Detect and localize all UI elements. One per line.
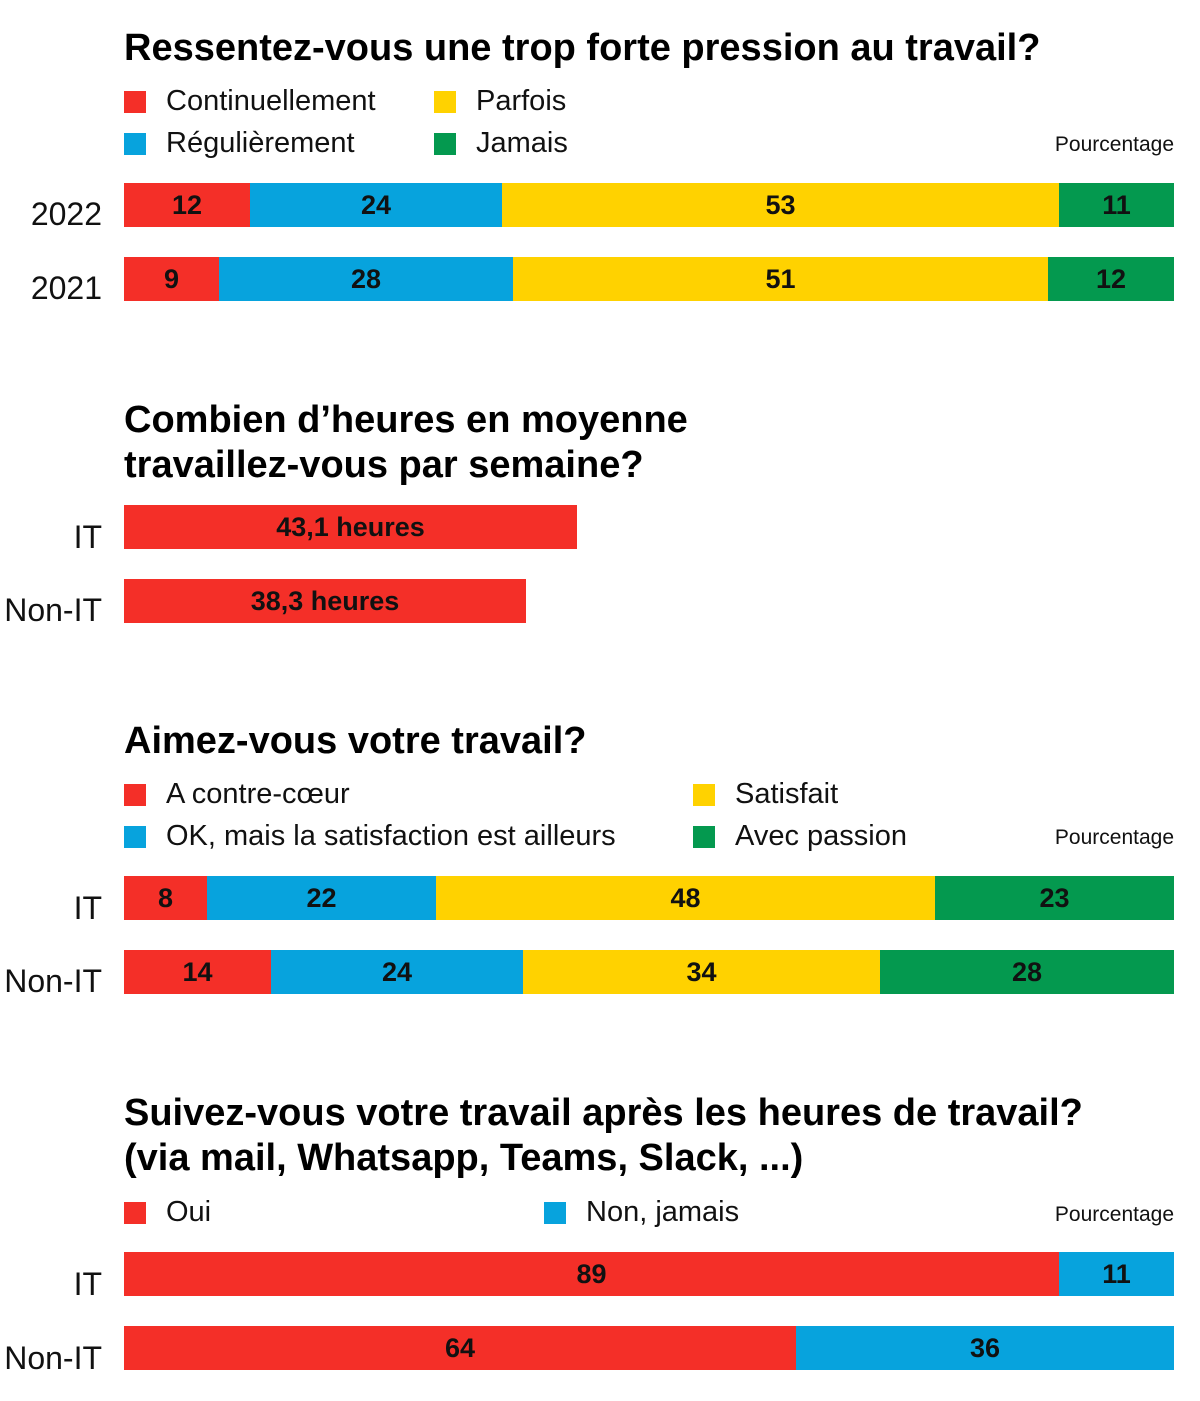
data-label: 12: [1095, 263, 1127, 294]
bar-segment-oui: 89: [124, 1252, 1059, 1296]
bar-segment-continuellement: 9: [124, 257, 219, 301]
bar-segment-a-contre-coeur: 14: [124, 950, 271, 994]
chart-title-line-1: Suivez-vous votre travail après les heur…: [124, 1092, 1083, 1134]
data-label: 9: [163, 263, 180, 294]
data-label: 11: [1102, 1258, 1131, 1289]
legend-swatch: [124, 133, 146, 155]
row-label-non-it: Non-IT: [4, 1340, 102, 1376]
legend-swatch: [544, 1202, 566, 1224]
row-label-non-it: Non-IT: [4, 963, 102, 999]
data-label: 51: [765, 263, 796, 294]
bar-segment-avec-passion: 28: [880, 950, 1174, 994]
unit-label: Pourcentage: [1054, 1203, 1174, 1226]
bar-segment-parfois: 53: [502, 183, 1059, 227]
row-label-it: IT: [73, 1266, 102, 1302]
bar-segment-ok-mais-la-satisfaction-est-ailleurs: 22: [207, 876, 436, 920]
data-label: 14: [182, 956, 213, 987]
data-label: 89: [576, 1258, 607, 1289]
bar-row-non-it: 14 24 34 28: [124, 950, 1174, 994]
chart-title-line-1: Combien d’heures en moyenne: [124, 399, 688, 441]
bar-segment-satisfait: 34: [523, 950, 880, 994]
data-label: 11: [1102, 189, 1131, 220]
bar-row-it: 8 22 48 23: [124, 876, 1174, 920]
bar-it: 43,1 heures: [124, 505, 577, 549]
bar-segment-oui: 64: [124, 1326, 796, 1370]
legend-label: Jamais: [476, 127, 568, 159]
legend-swatch: [434, 91, 456, 113]
bar-segment-a-contre-coeur: 8: [124, 876, 207, 920]
bar-row-it: 89 11: [124, 1252, 1174, 1296]
bar-segment-non-jamais: 36: [796, 1326, 1174, 1370]
bar-segment-ok-mais-la-satisfaction-est-ailleurs: 24: [271, 950, 523, 994]
bar-segment-regulierement: 28: [219, 257, 513, 301]
legend-label: Parfois: [476, 85, 567, 117]
bar-segment-continuellement: 12: [124, 183, 250, 227]
data-label: 64: [444, 1332, 476, 1363]
legend-label: Non, jamais: [586, 1196, 740, 1228]
row-label-2021: 2021: [30, 270, 102, 306]
data-label: 24: [360, 189, 392, 220]
legend-swatch: [124, 91, 146, 113]
bar-row-2022: 12 24 53 11: [124, 183, 1174, 227]
legend-label: A contre-cœur: [166, 778, 350, 810]
data-label: 12: [171, 189, 203, 220]
data-label: 53: [765, 189, 796, 220]
legend-label: Régulièrement: [166, 127, 355, 159]
legend-label: OK, mais la satisfaction est ailleurs: [166, 820, 616, 852]
data-label: 28: [1011, 956, 1043, 987]
legend-swatch: [124, 1202, 146, 1224]
legend-swatch: [693, 784, 715, 806]
chart-pressure: Ressentez-vous une trop forte pression a…: [0, 0, 1200, 330]
row-label-it: IT: [73, 519, 102, 555]
legend-swatch: [434, 133, 456, 155]
data-label: 36: [969, 1332, 1001, 1363]
bar-non-it: 38,3 heures: [124, 579, 526, 623]
data-label: 43,1 heures: [276, 511, 425, 542]
legend-label: Satisfait: [735, 778, 839, 810]
data-label: 23: [1039, 882, 1070, 913]
chart-title: Ressentez-vous une trop forte pression a…: [124, 27, 1041, 69]
bar-segment-jamais: 11: [1059, 183, 1174, 227]
chart-hours: Combien d’heures en moyenne travaillez-v…: [0, 0, 1200, 640]
chart-title: Aimez-vous votre travail?: [124, 720, 587, 762]
data-label: 24: [381, 956, 413, 987]
bar-row-non-it: 64 36: [124, 1326, 1174, 1370]
bar-segment-avec-passion: 23: [935, 876, 1174, 920]
bar-segment-non-jamais: 11: [1059, 1252, 1174, 1296]
bar-segment-jamais: 12: [1048, 257, 1174, 301]
chart-title-line-2: travaillez-vous par semaine?: [124, 444, 644, 486]
legend-label: Continuellement: [166, 85, 376, 117]
data-label: 34: [686, 956, 717, 987]
unit-label: Pourcentage: [1054, 133, 1174, 156]
data-label: 48: [670, 882, 701, 913]
data-label: 22: [306, 882, 337, 913]
data-label: 38,3 heures: [250, 585, 400, 616]
chart-title-line-2: (via mail, Whatsapp, Teams, Slack, ...): [124, 1137, 804, 1179]
legend-swatch: [693, 826, 715, 848]
row-label-non-it: Non-IT: [4, 592, 102, 628]
legend-label: Oui: [166, 1196, 212, 1228]
data-label: 8: [157, 882, 174, 913]
data-label: 28: [350, 263, 382, 294]
row-label-it: IT: [73, 890, 102, 926]
bar-segment-satisfait: 48: [436, 876, 935, 920]
unit-label: Pourcentage: [1054, 826, 1174, 849]
bar-row-non-it: 38,3 heures: [124, 579, 1174, 623]
bar-row-it: 43,1 heures: [124, 505, 1174, 549]
bar-segment-parfois: 51: [513, 257, 1048, 301]
chart-job-satisfaction: Aimez-vous votre travail? A contre-cœur …: [4, 720, 1174, 999]
legend-swatch: [124, 826, 146, 848]
row-label-2022: 2022: [30, 196, 102, 232]
bar-segment-regulierement: 24: [250, 183, 502, 227]
bar-row-2021: 9 28 51 12: [124, 257, 1174, 301]
legend-swatch: [124, 784, 146, 806]
legend-label: Avec passion: [735, 820, 907, 852]
